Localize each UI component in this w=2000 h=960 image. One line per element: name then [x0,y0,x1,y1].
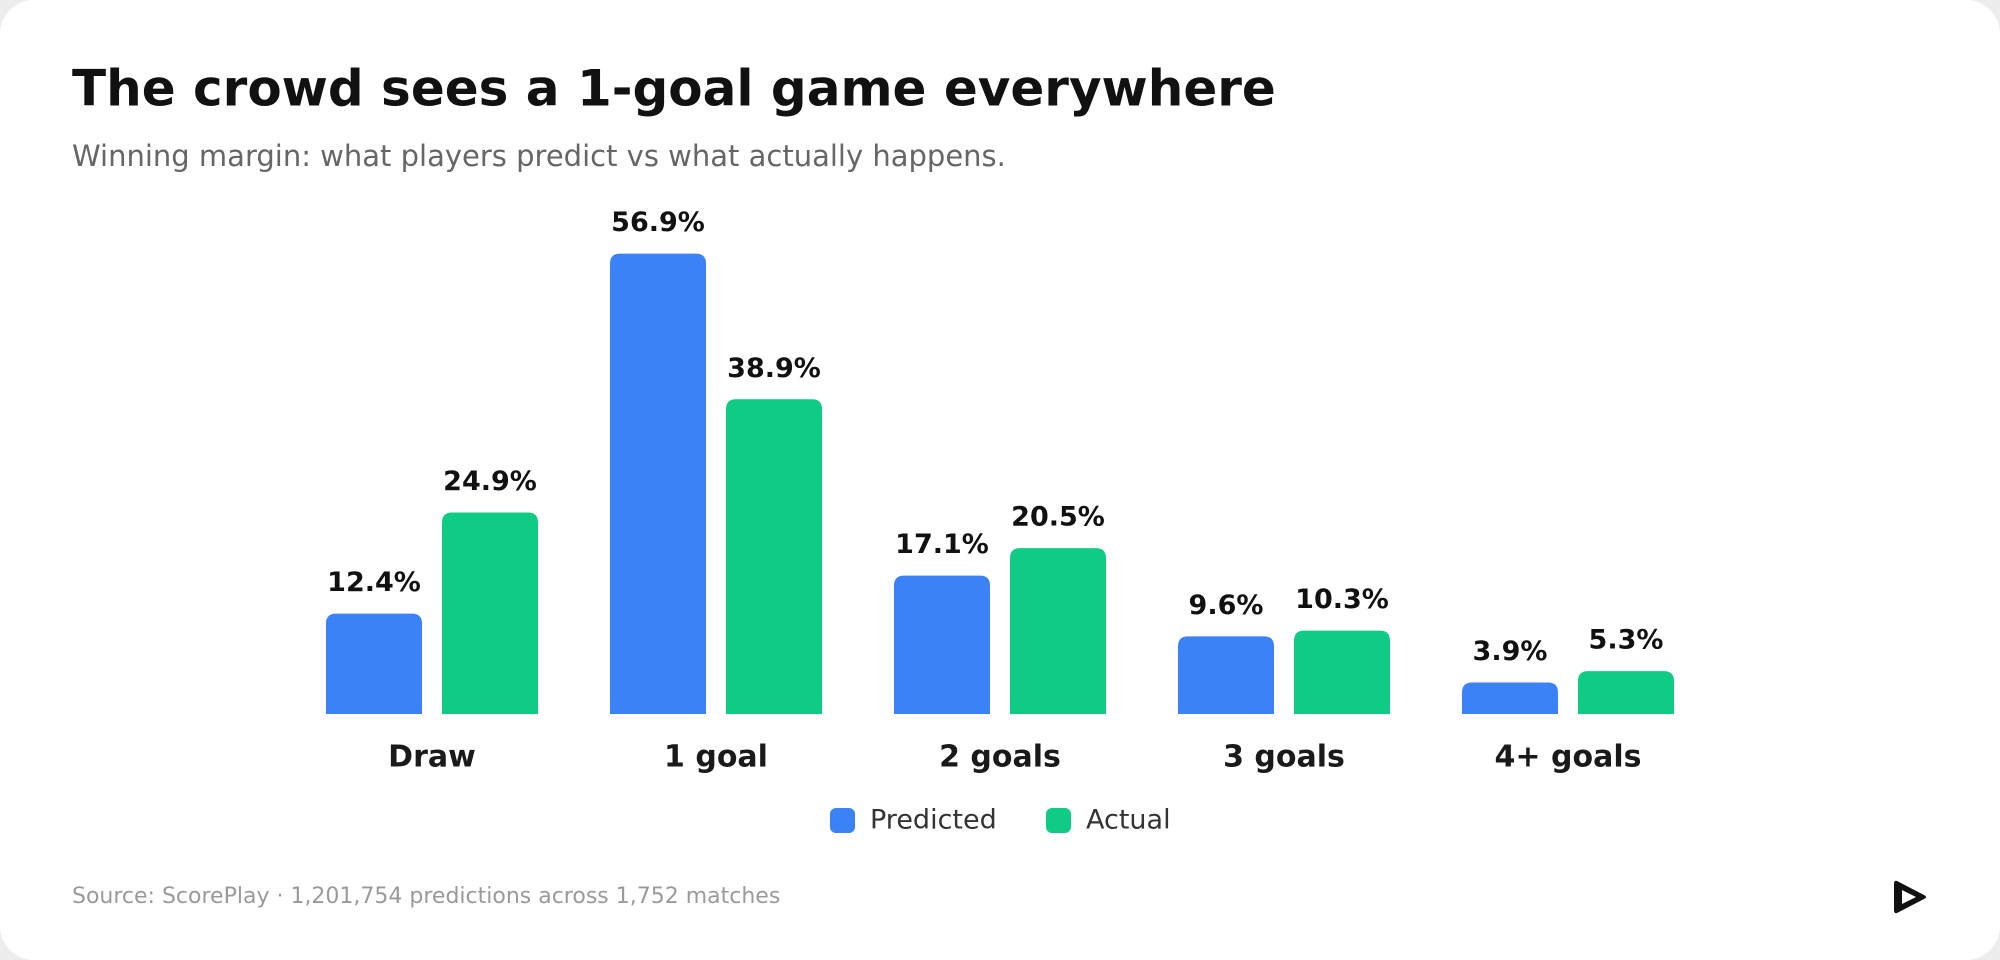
bar [894,575,990,714]
logo [1894,880,1926,914]
bar [1178,636,1274,714]
x-tick-label: Draw [388,740,476,775]
chart-subtitle: Winning margin: what players predict vs … [72,139,1006,173]
value-label: 24.9% [443,466,537,497]
legend-label: Predicted [870,805,997,836]
chart-title: The crowd sees a 1-goal game everywhere [72,60,1276,118]
source-note: Source: ScorePlay · 1,201,754 prediction… [72,884,780,909]
legend-swatch [830,808,855,833]
bar [726,399,822,714]
x-tick-label: 4+ goals [1495,740,1642,775]
x-tick-label: 1 goal [664,740,768,775]
bar [1294,630,1390,714]
legend-label: Actual [1086,805,1171,836]
value-label: 56.9% [611,207,705,238]
x-tick-label: 2 goals [939,740,1061,775]
x-tick-label: 3 goals [1223,740,1345,775]
value-label: 20.5% [1011,502,1105,533]
value-label: 5.3% [1589,625,1664,656]
value-label: 38.9% [727,353,821,384]
value-label: 10.3% [1295,584,1389,615]
bar [442,512,538,714]
value-label: 12.4% [327,567,421,598]
value-label: 9.6% [1189,590,1264,621]
value-label: 3.9% [1473,636,1548,667]
bar [1462,682,1558,714]
bar [1578,671,1674,714]
bar [610,253,706,714]
bar [326,613,422,714]
legend-swatch [1046,808,1071,833]
value-label: 17.1% [895,529,989,560]
bar [1010,548,1106,714]
